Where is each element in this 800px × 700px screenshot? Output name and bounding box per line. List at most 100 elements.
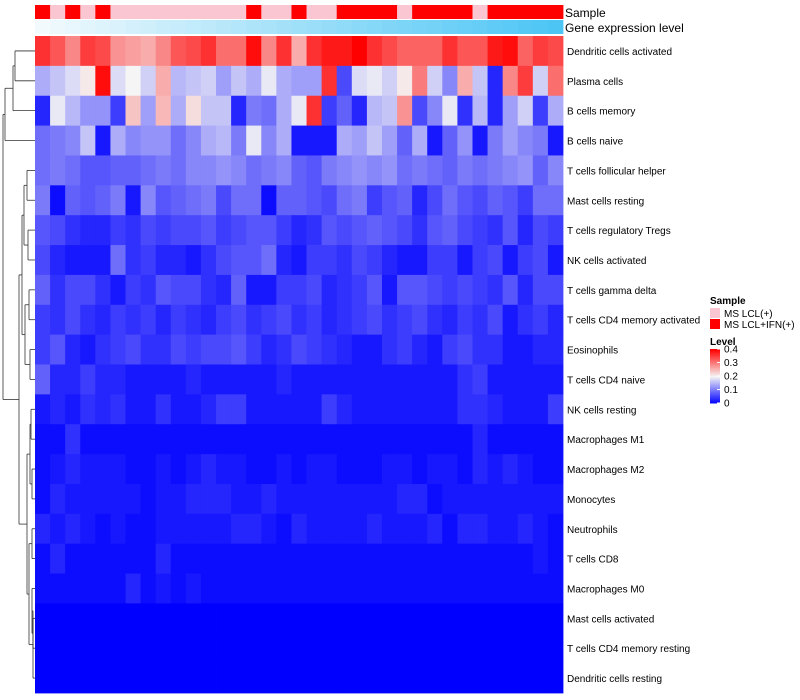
heatmap-cell xyxy=(80,424,96,455)
heatmap-cell xyxy=(261,125,277,156)
legend-colorbar-segment xyxy=(710,398,720,401)
heatmap-cell xyxy=(276,663,292,694)
heatmap-cell xyxy=(80,65,96,97)
heatmap-cell xyxy=(216,454,232,485)
heatmap-cell xyxy=(185,36,202,67)
heatmap-cell xyxy=(50,65,66,97)
heatmap-cell xyxy=(200,573,217,604)
heatmap-cell xyxy=(80,663,96,694)
legend-colorbar-segment xyxy=(710,401,720,404)
heatmap-cell xyxy=(246,573,262,604)
heatmap-cell xyxy=(125,394,141,425)
heatmap-cell xyxy=(321,603,338,634)
expression-annotation-cell xyxy=(291,20,307,34)
heatmap-cell xyxy=(412,125,428,156)
legend-colorbar-segment xyxy=(710,369,720,372)
heatmap-cell xyxy=(381,454,398,485)
heatmap-cell xyxy=(517,633,534,664)
legend-colorbar-segment xyxy=(710,350,720,353)
heatmap-cell xyxy=(547,543,564,574)
heatmap-cell xyxy=(336,304,353,336)
heatmap-cell xyxy=(532,245,549,276)
heatmap-cell xyxy=(185,454,202,485)
heatmap-cell xyxy=(125,274,141,306)
heatmap-cell xyxy=(246,215,262,246)
heatmap-cell xyxy=(366,543,383,574)
heatmap-cell xyxy=(246,663,262,694)
heatmap-cell xyxy=(50,245,66,276)
row-labels: Dendritic cells activated Plasma cells B c… xyxy=(567,47,700,685)
heatmap-cell xyxy=(185,424,202,455)
heatmap-cell xyxy=(366,603,383,634)
heatmap-cell xyxy=(50,95,66,126)
heatmap-cell xyxy=(110,334,126,365)
heatmap-cell xyxy=(35,633,51,664)
heatmap-cell xyxy=(95,543,111,574)
legend-colorbar-segment xyxy=(710,374,720,377)
heatmap-cell xyxy=(155,125,172,156)
heatmap-cell xyxy=(261,95,277,126)
heatmap-cell xyxy=(80,364,96,395)
heatmap-cell xyxy=(185,274,202,306)
heatmap-cell xyxy=(246,364,262,395)
sample-annotation-cell xyxy=(185,5,202,19)
heatmap-cell xyxy=(246,125,262,156)
heatmap-cell xyxy=(80,633,96,664)
heatmap-cell xyxy=(125,543,141,574)
legend-colorbar-segment xyxy=(710,358,720,361)
heatmap-cell xyxy=(35,334,51,365)
heatmap-cell xyxy=(231,334,247,365)
heatmap-cell xyxy=(35,36,51,67)
heatmap-cell xyxy=(487,513,504,545)
heatmap-cell xyxy=(397,424,413,455)
heatmap-cell xyxy=(291,483,307,515)
heatmap-cell xyxy=(50,603,66,634)
heatmap-cell xyxy=(65,424,81,455)
sample-annotation-cell xyxy=(321,5,338,19)
heatmap-cell xyxy=(321,424,338,455)
legend-level-title: Level xyxy=(710,337,736,348)
heatmap-cell xyxy=(276,573,292,604)
heatmap-cell xyxy=(351,274,368,306)
heatmap-cell xyxy=(200,185,217,216)
heatmap-cell xyxy=(532,364,549,395)
heatmap-cell xyxy=(80,185,96,216)
heatmap-cell xyxy=(442,483,458,515)
heatmap-cell xyxy=(547,603,564,634)
heatmap-cell xyxy=(95,663,111,694)
heatmap-cell xyxy=(306,663,323,694)
expression-annotation-cell xyxy=(110,20,126,34)
column-annotations xyxy=(35,5,564,34)
heatmap-cell xyxy=(65,513,81,545)
heatmap-cell xyxy=(80,483,96,515)
sample-annotation-cell xyxy=(35,5,51,19)
expression-annotation-cell xyxy=(185,20,202,34)
heatmap-cell xyxy=(517,573,534,604)
heatmap-cell xyxy=(50,394,66,425)
heatmap-cell xyxy=(457,215,473,246)
expression-annotation-cell xyxy=(65,20,81,34)
legend-colorbar-segment xyxy=(710,367,720,370)
heatmap-cell xyxy=(532,573,549,604)
heatmap-cell xyxy=(140,633,157,664)
heatmap-cell xyxy=(110,215,126,246)
heatmap-cell xyxy=(110,245,126,276)
heatmap-cell xyxy=(547,334,564,365)
heatmap-cell xyxy=(155,543,172,574)
heatmap-cell xyxy=(487,633,504,664)
heatmap-cell xyxy=(155,454,172,485)
heatmap-cell xyxy=(427,245,443,276)
heatmap-cell xyxy=(231,633,247,664)
heatmap-cell xyxy=(517,245,534,276)
heatmap-cell xyxy=(336,633,353,664)
heatmap-cell xyxy=(487,125,504,156)
heatmap-cell xyxy=(200,334,217,365)
heatmap-cell xyxy=(155,245,172,276)
legend-colorbar-segment xyxy=(710,351,720,354)
heatmap-cell xyxy=(351,573,368,604)
heatmap-cell xyxy=(547,215,564,246)
heatmap-cell xyxy=(80,603,96,634)
expression-annotation-cell xyxy=(35,20,51,34)
heatmap-cell xyxy=(457,483,473,515)
heatmap-cell xyxy=(80,394,96,425)
